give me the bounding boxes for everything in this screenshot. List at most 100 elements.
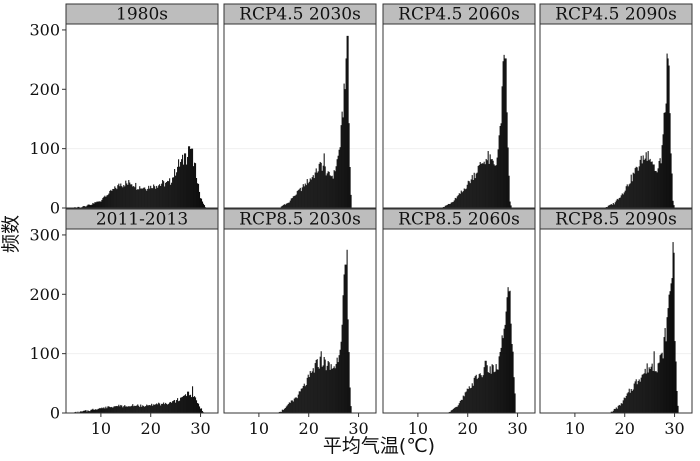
- histogram-bar: [148, 405, 150, 413]
- histogram-bar: [118, 404, 120, 413]
- histogram-bar: [453, 200, 455, 208]
- histogram-bar: [338, 355, 340, 413]
- histogram-bar: [500, 123, 502, 208]
- histogram-bar: [198, 403, 200, 413]
- histogram-bar: [287, 404, 289, 413]
- histogram-bar: [86, 411, 88, 413]
- histogram-bar: [146, 190, 148, 208]
- histogram-bar: [159, 184, 161, 208]
- histogram-bar: [115, 406, 117, 413]
- histogram-bar: [493, 164, 495, 208]
- histogram-bar: [315, 359, 317, 413]
- histogram-bar: [88, 411, 90, 413]
- histogram-bar: [281, 205, 283, 208]
- histogram-bar: [149, 405, 151, 413]
- histogram-bar: [297, 190, 299, 208]
- histogram-bar: [480, 163, 482, 208]
- histogram-bar: [109, 190, 111, 208]
- histogram-bar: [651, 161, 653, 208]
- histogram-bar: [334, 171, 336, 208]
- histogram-bar: [637, 170, 639, 208]
- panel-7: RCP8.5 2090s 10 20 30: [539, 208, 693, 438]
- histogram-bar: [175, 175, 177, 208]
- histogram-bar: [155, 404, 157, 413]
- panel-3: RCP4.5 2090s: [539, 3, 693, 209]
- histogram-bar: [297, 394, 299, 413]
- histogram-bar: [477, 165, 479, 208]
- histogram-bar: [627, 186, 629, 208]
- histogram-bar: [106, 195, 108, 208]
- histogram-bar: [668, 65, 670, 208]
- panel-title: RCP4.5 2090s: [555, 5, 677, 25]
- histogram-bar: [310, 372, 312, 413]
- histogram-bar: [122, 187, 124, 208]
- histogram-bar: [186, 396, 188, 413]
- histogram-bar: [291, 400, 293, 413]
- histogram-bar: [339, 147, 341, 208]
- histogram-bar: [676, 391, 678, 413]
- histogram-bar: [673, 252, 675, 413]
- histogram-bar: [197, 403, 199, 413]
- histogram-bar: [509, 290, 511, 413]
- histogram-bar: [199, 191, 201, 208]
- histogram-bar: [467, 389, 469, 413]
- plot-border: [382, 228, 536, 414]
- histogram-bar: [465, 391, 467, 413]
- histogram-bar: [315, 168, 317, 208]
- histogram-bar: [123, 406, 125, 413]
- histogram-bar: [305, 185, 307, 208]
- histogram-bar: [474, 178, 476, 208]
- histogram-bar: [462, 395, 464, 413]
- histogram-bar: [186, 164, 188, 208]
- histogram-bar: [664, 328, 666, 413]
- histogram-bar: [333, 170, 335, 208]
- y-tick-label: 200: [29, 285, 60, 304]
- histogram-bar: [126, 406, 128, 413]
- histogram-bar: [145, 189, 147, 208]
- histogram-bar: [656, 372, 658, 413]
- histogram-bar: [124, 405, 126, 413]
- histogram-bar: [660, 163, 662, 208]
- histogram-bar: [296, 398, 298, 413]
- histogram-bar: [470, 387, 472, 413]
- histogram-bar: [307, 374, 309, 413]
- histogram-bar: [658, 362, 660, 413]
- panel-2: RCP4.5 2060s: [382, 3, 536, 209]
- histogram-bar: [641, 163, 643, 208]
- histogram-bar: [167, 180, 169, 208]
- histogram-bar: [130, 406, 132, 413]
- histogram-bar: [482, 163, 484, 208]
- histogram-bar: [298, 391, 300, 413]
- histogram-bar: [322, 365, 324, 413]
- histogram-bar: [201, 408, 203, 413]
- histogram-bar: [458, 403, 460, 413]
- x-tick-label: 30: [507, 419, 527, 438]
- histogram-bar: [312, 175, 314, 208]
- histogram-bar: [194, 162, 196, 208]
- histogram-bar: [650, 366, 652, 413]
- histogram-bar: [311, 371, 313, 413]
- histogram-bar: [336, 159, 338, 208]
- histogram-bar: [144, 406, 146, 413]
- x-tick-label: 20: [458, 419, 478, 438]
- histogram-bar: [337, 155, 339, 208]
- histogram-bar: [483, 367, 485, 413]
- histogram-bar: [314, 363, 316, 413]
- histogram-bar: [306, 179, 308, 208]
- x-axis-title: 平均气温(℃): [323, 435, 435, 457]
- histogram-bar: [482, 375, 484, 413]
- histogram-bar: [657, 363, 659, 413]
- histogram-bar: [178, 159, 180, 208]
- plot-area: [223, 228, 377, 414]
- histogram-bar: [662, 358, 664, 413]
- histogram-bar: [339, 349, 341, 413]
- histogram-bar: [94, 409, 96, 413]
- histogram-bar: [126, 183, 128, 208]
- histogram-bar: [96, 409, 98, 413]
- histogram-bar: [462, 191, 464, 208]
- histogram-bar: [335, 364, 337, 413]
- histogram-bar: [347, 319, 349, 413]
- histogram-bar: [647, 372, 649, 413]
- histogram-bar: [636, 384, 638, 413]
